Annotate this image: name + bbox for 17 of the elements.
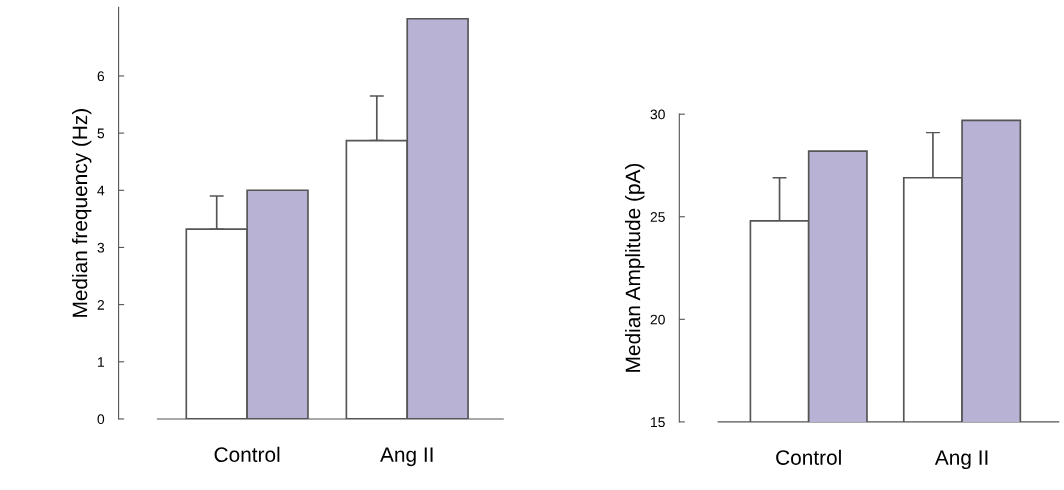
y-tick-label: 6 [97, 71, 105, 82]
y-tick-label: 2 [97, 299, 104, 310]
y-tick-label: 25 [650, 212, 665, 222]
y-tick-label: 1 [98, 357, 105, 367]
y-tick-label: 20 [650, 314, 665, 325]
x-tick-label: Control [776, 449, 841, 465]
y-axis-title: Median Amplitude (pA) [625, 163, 645, 372]
y-tick-label: 0 [97, 414, 105, 425]
y-tick-label: 4 [97, 185, 105, 196]
y-tick-label: 30 [650, 109, 665, 120]
y-axis-title: Median frequency (Hz) [71, 109, 92, 317]
y-tick-label: 3 [97, 242, 105, 253]
y-tick-label: 5 [97, 128, 105, 139]
x-tick-label: Ang II [380, 447, 433, 467]
y-tick-label: 15 [651, 417, 665, 428]
x-tick-label: Control [214, 446, 280, 463]
x-tick-label: Ang II [934, 450, 988, 470]
